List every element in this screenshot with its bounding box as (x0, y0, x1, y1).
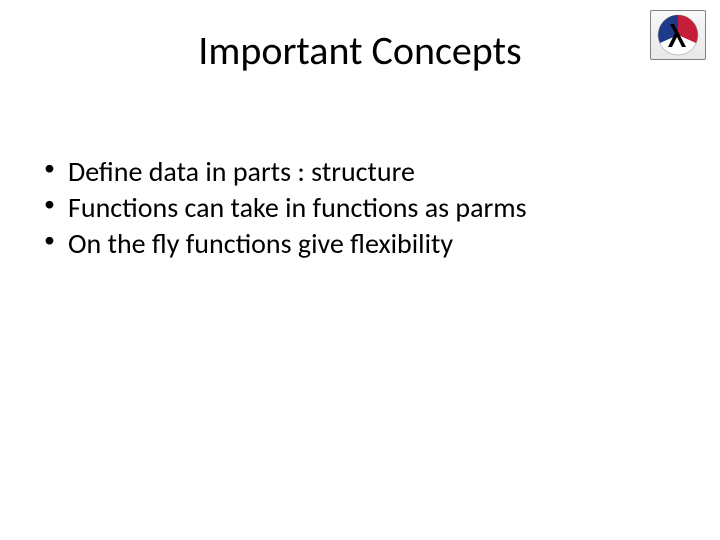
slide: Important Concepts Define data in parts … (0, 0, 720, 540)
bullet-item: Define data in parts : structure (38, 155, 527, 189)
bullet-item: Functions can take in functions as parms (38, 191, 527, 225)
bullet-list: Define data in parts : structure Functio… (38, 155, 527, 263)
bullet-item: On the fly functions give flexibility (38, 227, 527, 261)
slide-title: Important Concepts (0, 26, 720, 75)
